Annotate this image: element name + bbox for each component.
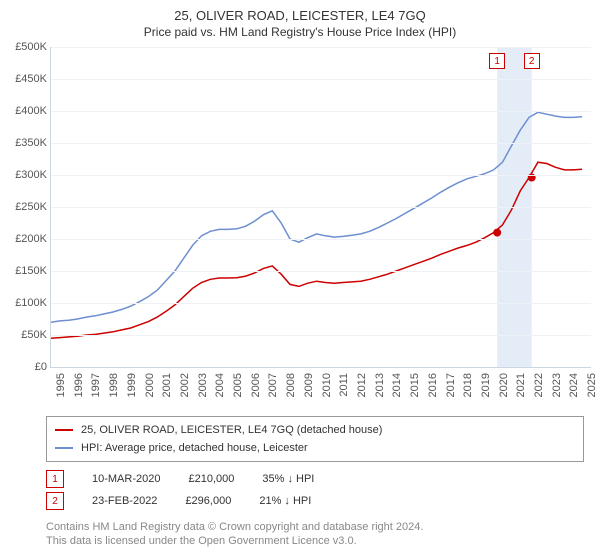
y-tick-label: £100K xyxy=(7,297,47,309)
sales-row-1: 1 10-MAR-2020 £210,000 35% ↓ HPI xyxy=(46,468,584,490)
footer-note: Contains HM Land Registry data © Crown c… xyxy=(46,520,584,549)
legend-label-hpi: HPI: Average price, detached house, Leic… xyxy=(81,442,308,454)
x-tick-label: 2005 xyxy=(232,373,244,397)
sale-marker-2-icon: 2 xyxy=(46,492,64,510)
x-tick-label: 2014 xyxy=(391,373,403,397)
x-tick-label: 2008 xyxy=(285,373,297,397)
legend-row-property: 25, OLIVER ROAD, LEICESTER, LE4 7GQ (det… xyxy=(55,421,575,439)
sale-1-price: £210,000 xyxy=(188,473,234,485)
footer-line-1: Contains HM Land Registry data © Crown c… xyxy=(46,520,584,534)
x-tick-label: 2013 xyxy=(374,373,386,397)
x-tick-label: 1997 xyxy=(90,373,102,397)
footer-line-2: This data is licensed under the Open Gov… xyxy=(46,534,584,548)
x-tick-label: 2002 xyxy=(179,373,191,397)
x-tick-label: 2011 xyxy=(338,373,350,397)
sales-table: 1 10-MAR-2020 £210,000 35% ↓ HPI 2 23-FE… xyxy=(46,468,584,512)
sale-2-diff: 21% ↓ HPI xyxy=(259,495,311,507)
y-tick-label: £150K xyxy=(7,265,47,277)
y-tick-label: £300K xyxy=(7,169,47,181)
x-tick-label: 2006 xyxy=(250,373,262,397)
x-tick-label: 2012 xyxy=(356,373,368,397)
y-tick-label: £450K xyxy=(7,73,47,85)
x-tick-label: 2023 xyxy=(551,373,563,397)
legend-row-hpi: HPI: Average price, detached house, Leic… xyxy=(55,439,575,457)
y-tick-label: £500K xyxy=(7,41,47,53)
sales-row-2: 2 23-FEB-2022 £296,000 21% ↓ HPI xyxy=(46,490,584,512)
legend-label-property: 25, OLIVER ROAD, LEICESTER, LE4 7GQ (det… xyxy=(81,424,382,436)
y-tick-label: £350K xyxy=(7,137,47,149)
x-tick-label: 2009 xyxy=(303,373,315,397)
x-tick-label: 2017 xyxy=(445,373,457,397)
y-tick-label: £250K xyxy=(7,201,47,213)
x-tick-label: 2022 xyxy=(533,373,545,397)
y-tick-label: £200K xyxy=(7,233,47,245)
legend: 25, OLIVER ROAD, LEICESTER, LE4 7GQ (det… xyxy=(46,416,584,462)
sale-marker-1: 1 xyxy=(489,53,505,69)
x-tick-label: 2025 xyxy=(586,373,598,397)
x-tick-label: 2003 xyxy=(197,373,209,397)
x-tick-label: 2016 xyxy=(427,373,439,397)
x-tick-label: 1996 xyxy=(73,373,85,397)
chart-title: 25, OLIVER ROAD, LEICESTER, LE4 7GQ xyxy=(10,8,590,23)
legend-swatch-property xyxy=(55,429,73,431)
sale-2-date: 23-FEB-2022 xyxy=(92,495,157,507)
x-tick-label: 2000 xyxy=(144,373,156,397)
x-tick-label: 1998 xyxy=(108,373,120,397)
plot-area: £0£50K£100K£150K£200K£250K£300K£350K£400… xyxy=(50,47,591,368)
chart-subtitle: Price paid vs. HM Land Registry's House … xyxy=(10,25,590,39)
sale-2-price: £296,000 xyxy=(185,495,231,507)
x-tick-label: 2007 xyxy=(267,373,279,397)
x-tick-label: 1995 xyxy=(55,373,67,397)
x-tick-label: 2024 xyxy=(568,373,580,397)
x-tick-label: 2019 xyxy=(480,373,492,397)
chart-container: 25, OLIVER ROAD, LEICESTER, LE4 7GQ Pric… xyxy=(0,0,600,555)
legend-swatch-hpi xyxy=(55,447,73,449)
sale-1-diff: 35% ↓ HPI xyxy=(262,473,314,485)
x-tick-label: 2021 xyxy=(515,373,527,397)
x-tick-label: 2004 xyxy=(214,373,226,397)
sale-marker-2: 2 xyxy=(524,53,540,69)
y-tick-label: £400K xyxy=(7,105,47,117)
y-tick-label: £0 xyxy=(7,361,47,373)
x-tick-label: 2001 xyxy=(161,373,173,397)
x-tick-label: 2015 xyxy=(409,373,421,397)
x-tick-label: 2010 xyxy=(321,373,333,397)
y-tick-label: £50K xyxy=(7,329,47,341)
sale-1-date: 10-MAR-2020 xyxy=(92,473,160,485)
x-tick-label: 1999 xyxy=(126,373,138,397)
sale-marker-1-icon: 1 xyxy=(46,470,64,488)
x-tick-label: 2018 xyxy=(462,373,474,397)
x-tick-label: 2020 xyxy=(498,373,510,397)
